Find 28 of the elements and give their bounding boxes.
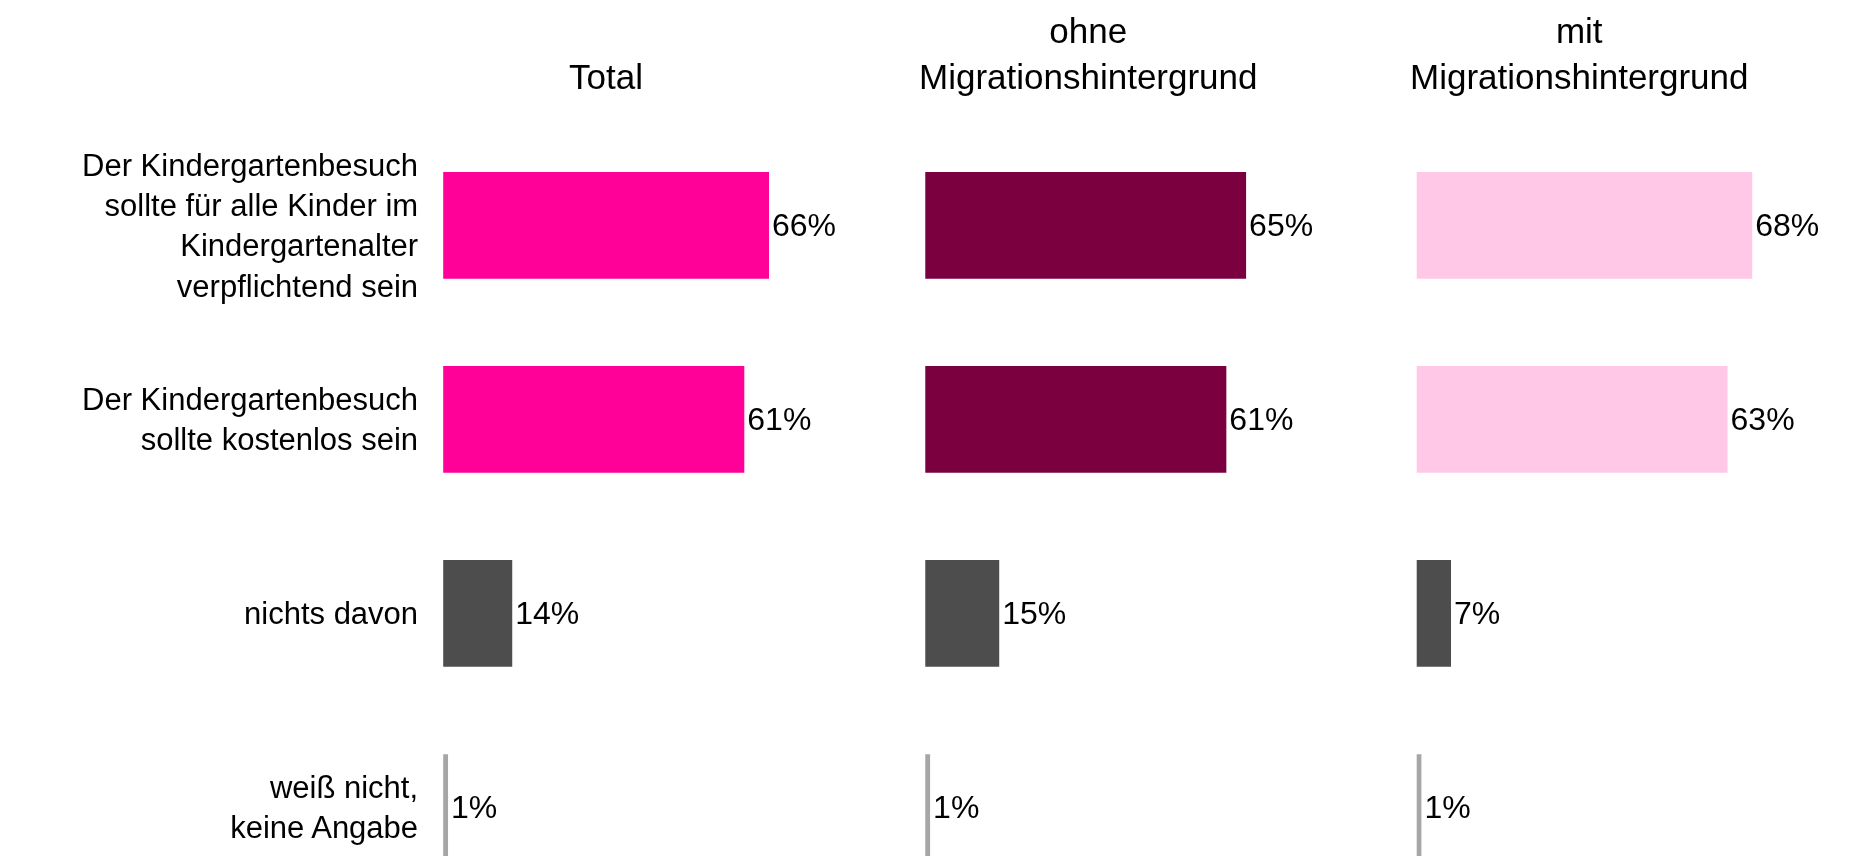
- y-tick-label: Der Kindergartenbesuch sollte für alle Kinder im Kindergartenalter verpflichtend sein: [82, 147, 419, 304]
- y-tick-label: Der Kindergartenbesuch sollte kostenlos sein: [82, 382, 419, 458]
- data-label: 1%: [451, 789, 498, 826]
- bar: [1416, 172, 1753, 279]
- bar: [443, 172, 769, 279]
- data-label: 7%: [1454, 595, 1501, 632]
- chart-title: mit Migrationshintergrund: [1410, 11, 1749, 96]
- bar: [443, 560, 513, 667]
- data-label: 1%: [933, 789, 980, 826]
- data-label: 66%: [772, 207, 837, 244]
- data-label: 15%: [1002, 595, 1067, 632]
- data-label: 65%: [1249, 207, 1314, 244]
- y-tick-label: nichts davon: [244, 596, 419, 632]
- bar: [1416, 560, 1452, 667]
- data-label: 61%: [747, 401, 812, 438]
- data-label: 61%: [1229, 401, 1294, 438]
- data-label: 68%: [1755, 207, 1820, 244]
- data-label: 63%: [1730, 401, 1795, 438]
- chart-title: Total: [569, 57, 643, 96]
- data-label: 14%: [515, 595, 580, 632]
- bar: [925, 560, 1000, 667]
- data-label: 1%: [1424, 789, 1471, 826]
- chart-title: ohne Migrationshintergrund: [919, 11, 1258, 96]
- bar: [925, 172, 1247, 279]
- bar: [925, 366, 1227, 473]
- bar: [1416, 366, 1728, 473]
- y-tick-label: weiß nicht, keine Angabe: [230, 770, 419, 846]
- bar: [443, 366, 745, 473]
